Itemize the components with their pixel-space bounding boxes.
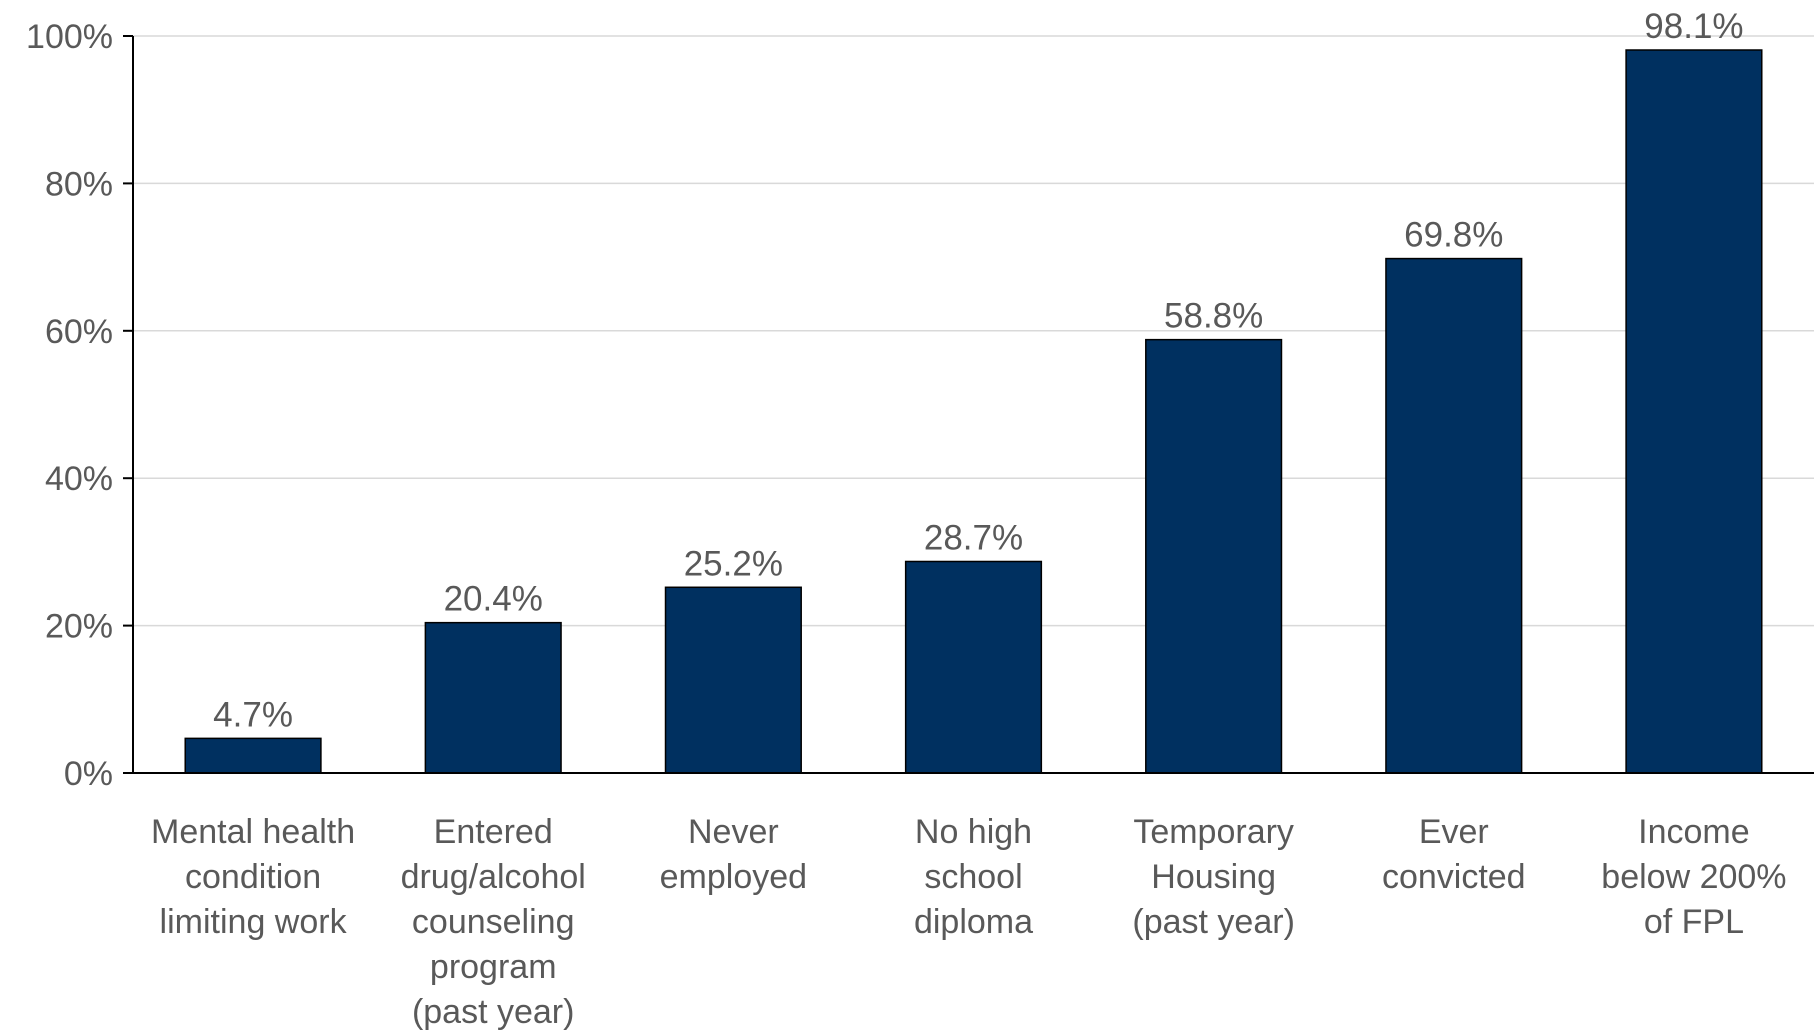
category-label-line: school — [924, 858, 1022, 896]
category-label: Temporary Housing (past year) — [1132, 813, 1295, 941]
bar — [184, 737, 322, 774]
category-label-line: program — [430, 948, 557, 986]
category-label-line: limiting work — [160, 903, 348, 941]
category-label-line: Entered — [434, 813, 553, 851]
category-label-line: Never — [688, 813, 779, 851]
bar — [424, 621, 562, 774]
data-label: 28.7% — [924, 518, 1023, 557]
category-label-line: Mental health — [151, 813, 355, 851]
category-label-line: Temporary — [1133, 813, 1294, 851]
category-label-line: employed — [660, 858, 807, 896]
category-label: Income below 200% of FPL — [1601, 813, 1786, 941]
y-tick-label: 0% — [64, 755, 113, 793]
category-label-line: Housing — [1151, 858, 1276, 896]
gridlines — [133, 35, 1814, 627]
bars — [184, 49, 1763, 774]
bar — [1625, 49, 1763, 774]
data-label: 20.4% — [444, 580, 543, 619]
category-labels: Mental health condition limiting work Enter… — [151, 813, 1787, 1031]
bar — [1385, 257, 1523, 774]
category-label-line: condition — [185, 858, 321, 896]
data-label: 58.8% — [1164, 297, 1263, 336]
category-label-line: Income — [1638, 813, 1750, 851]
category-label: Never employed — [660, 813, 807, 896]
category-label-line: (past year) — [1132, 903, 1295, 941]
category-label: No high school diploma — [914, 813, 1033, 941]
bar — [904, 560, 1043, 774]
data-label: 4.7% — [213, 695, 293, 734]
category-label-line: No high — [915, 813, 1032, 851]
bar — [664, 586, 802, 774]
category-label-line: (past year) — [412, 993, 575, 1031]
y-tick-label: 80% — [45, 165, 113, 203]
y-tick-label: 20% — [45, 608, 113, 646]
category-label-line: convicted — [1382, 858, 1526, 896]
data-labels: 4.7% 20.4% 25.2% 28.7% 58.8% 69.8% 98.1% — [213, 7, 1743, 734]
category-label: Ever convicted — [1382, 813, 1526, 896]
data-label: 98.1% — [1644, 7, 1743, 46]
category-label-line: diploma — [914, 903, 1033, 941]
category-label-line: counseling — [412, 903, 575, 941]
category-label: Entered drug/alcohol counseling program (pas… — [401, 813, 586, 1031]
category-label-line: Ever — [1419, 813, 1489, 851]
category-label-line: of FPL — [1644, 903, 1744, 941]
category-label: Mental health condition limiting work — [151, 813, 355, 941]
category-label-line: below 200% — [1601, 858, 1786, 896]
y-axis-ticks: 0% 20% 40% 60% 80% 100% — [26, 18, 133, 793]
y-tick-label: 60% — [45, 313, 113, 351]
data-label: 69.8% — [1404, 216, 1503, 255]
y-tick-label: 100% — [26, 18, 113, 56]
bar — [1145, 338, 1283, 774]
category-label-line: drug/alcohol — [401, 858, 586, 896]
data-label: 25.2% — [684, 544, 783, 583]
y-tick-label: 40% — [45, 460, 113, 498]
